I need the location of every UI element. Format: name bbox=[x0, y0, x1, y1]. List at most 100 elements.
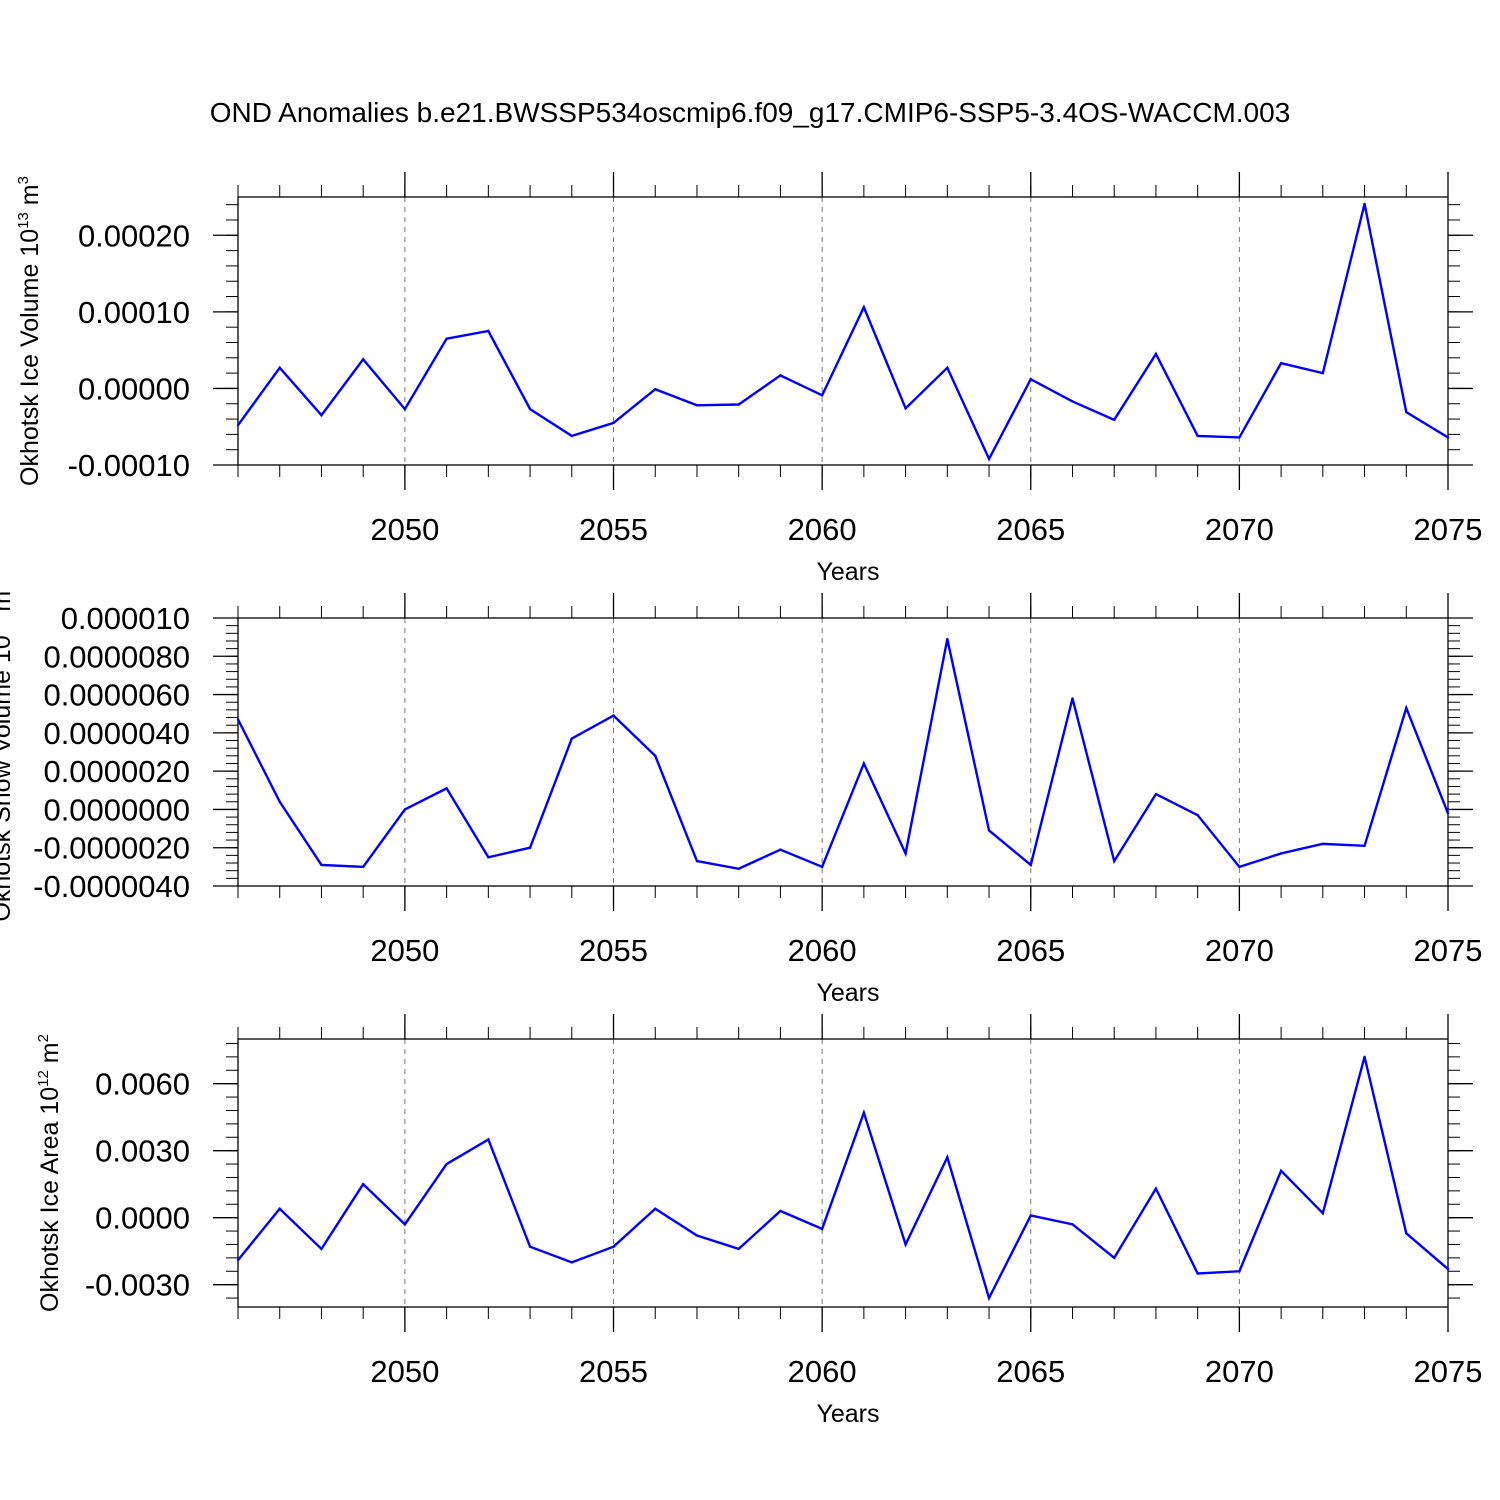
data-point bbox=[528, 407, 532, 411]
data-point bbox=[278, 1207, 281, 1210]
data-point bbox=[987, 1296, 991, 1300]
data-point bbox=[487, 1138, 490, 1141]
data-point bbox=[1321, 371, 1325, 375]
data-point bbox=[946, 1156, 949, 1159]
y-tick-label: 0.000010 bbox=[61, 601, 190, 636]
data-point bbox=[487, 329, 490, 333]
y-axis-title-exponent: 13 bbox=[15, 212, 32, 229]
data-point bbox=[1071, 1223, 1074, 1226]
data-point bbox=[820, 394, 824, 397]
x-tick-label: 2060 bbox=[788, 1354, 857, 1389]
x-tick-label: 2075 bbox=[1414, 512, 1483, 547]
data-point bbox=[695, 1234, 699, 1237]
data-point bbox=[1363, 202, 1366, 206]
data-point bbox=[612, 421, 615, 425]
y-axis-title: Okhotsk Ice Area 1012 m2 bbox=[35, 1034, 64, 1312]
data-point bbox=[570, 434, 573, 438]
x-tick-label: 2055 bbox=[579, 1354, 648, 1389]
plot-frame bbox=[237, 617, 1449, 887]
data-point bbox=[1154, 352, 1158, 356]
data-point bbox=[1446, 1267, 1450, 1271]
data-point bbox=[570, 1261, 573, 1264]
y-tick-label: -0.0030 bbox=[85, 1268, 190, 1303]
data-point bbox=[946, 366, 949, 369]
data-point bbox=[445, 787, 448, 790]
data-point bbox=[528, 1245, 532, 1248]
data-point bbox=[445, 1162, 448, 1166]
data-point bbox=[1029, 378, 1032, 381]
data-point bbox=[1279, 361, 1283, 365]
data-point bbox=[236, 718, 240, 721]
panel-middle: 2050 2055 2060 2065 2070 2075 -0.0000040-0.000… bbox=[0, 582, 1482, 1007]
data-point bbox=[487, 856, 490, 859]
data-point bbox=[320, 1247, 323, 1251]
x-tick-label: 2070 bbox=[1205, 1354, 1274, 1389]
plot-frame bbox=[237, 1038, 1449, 1308]
y-axis-title-text: Okhotsk Snow Volume 10 bbox=[0, 635, 16, 921]
y-tick-label: 0.00010 bbox=[78, 295, 190, 330]
y-tick-label: 0.00000 bbox=[78, 371, 190, 406]
data-point bbox=[1321, 842, 1325, 846]
data-point bbox=[1238, 1270, 1241, 1273]
data-point bbox=[361, 865, 365, 869]
data-point bbox=[320, 414, 323, 417]
y-tick-label: 0.0060 bbox=[95, 1067, 190, 1102]
y-tick-label: -0.00010 bbox=[68, 448, 190, 483]
data-point bbox=[1113, 1256, 1116, 1260]
data-point bbox=[946, 637, 949, 641]
data-point bbox=[1154, 1187, 1158, 1190]
data-point bbox=[695, 404, 699, 407]
x-tick-label: 2065 bbox=[996, 512, 1065, 547]
y-axis-title-unit: m bbox=[36, 1042, 64, 1070]
data-point bbox=[862, 306, 866, 309]
data-point bbox=[236, 1258, 240, 1262]
data-point bbox=[737, 867, 740, 870]
series-line bbox=[237, 203, 1449, 462]
data-point bbox=[987, 829, 991, 832]
y-tick-label: 0.0000060 bbox=[43, 678, 190, 713]
data-point bbox=[1154, 792, 1158, 796]
data-point bbox=[654, 754, 657, 758]
y-axis-title-text: Okhotsk Ice Area 10 bbox=[36, 1087, 64, 1312]
x-axis-title: Years bbox=[816, 1400, 879, 1428]
data-point bbox=[779, 848, 782, 851]
y-axis-title-unit: m bbox=[16, 184, 44, 212]
panel-top: 2050 2055 2060 2065 2070 2075 -0.00010 0.00000 0… bbox=[15, 172, 1482, 586]
x-tick-label: 2070 bbox=[1205, 512, 1274, 547]
y-axis-title-unit-exponent: 2 bbox=[35, 1034, 52, 1042]
y-axis-title-unit-exponent: 3 bbox=[15, 176, 32, 184]
data-point bbox=[1196, 813, 1199, 817]
y-axis-title-text: Okhotsk Ice Volume 10 bbox=[16, 229, 44, 486]
x-tick-label: 2060 bbox=[788, 933, 857, 968]
y-axis-title: Okhotsk Snow Volume 1013 m3 bbox=[0, 582, 16, 921]
x-axis-title: Years bbox=[816, 558, 879, 586]
x-tick-label: 2065 bbox=[996, 1354, 1065, 1389]
panel-bottom: 2050 2055 2060 2065 2070 2075 -0.0030 0.0000 0.0… bbox=[35, 1014, 1482, 1428]
data-point bbox=[403, 808, 407, 811]
panels: 2050 2055 2060 2065 2070 2075 -0.00010 0.00000 0… bbox=[0, 172, 1482, 1428]
data-point bbox=[320, 863, 323, 867]
data-point bbox=[1446, 436, 1450, 439]
data-point bbox=[737, 1247, 740, 1251]
data-point bbox=[361, 1182, 365, 1186]
data-point bbox=[1238, 436, 1241, 439]
data-point bbox=[403, 1223, 407, 1226]
data-point bbox=[695, 859, 699, 863]
series-line bbox=[237, 1056, 1449, 1302]
x-axis-title: Years bbox=[816, 979, 879, 1007]
data-point bbox=[612, 1245, 615, 1248]
data-point bbox=[820, 1227, 824, 1231]
data-point bbox=[1113, 859, 1116, 863]
y-tick-label: 0.00020 bbox=[78, 218, 190, 253]
data-point bbox=[1029, 863, 1032, 867]
x-tick-label: 2050 bbox=[370, 933, 439, 968]
data-point bbox=[1446, 812, 1450, 815]
data-point bbox=[1071, 400, 1074, 403]
data-point bbox=[1405, 706, 1408, 710]
y-axis-title-unit: m bbox=[0, 591, 16, 619]
x-tick-label: 2065 bbox=[996, 933, 1065, 968]
data-point bbox=[236, 423, 240, 427]
data-point bbox=[1071, 697, 1074, 700]
y-tick-label: 0.0000040 bbox=[43, 716, 190, 751]
y-tick-label: 0.0000 bbox=[95, 1201, 190, 1236]
